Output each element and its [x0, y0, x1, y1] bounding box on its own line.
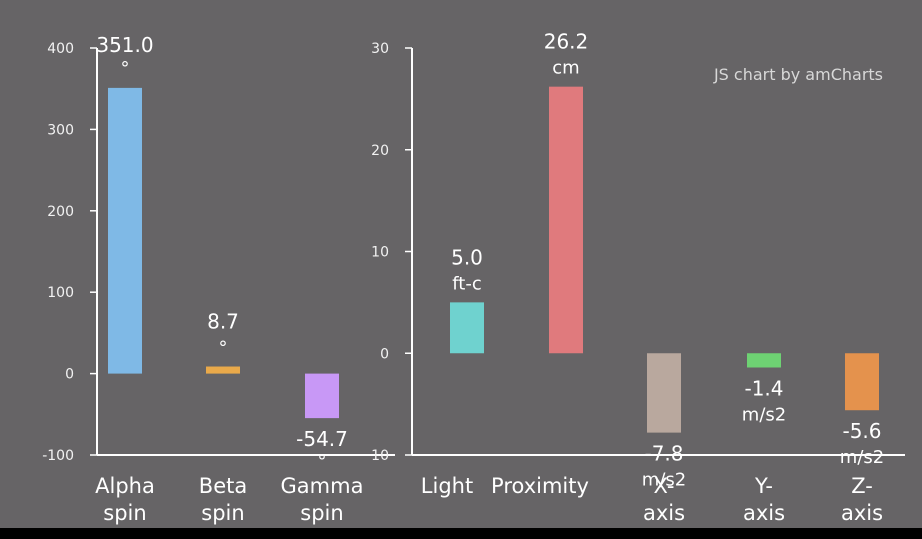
bar: [108, 87, 142, 374]
unit-label: °: [219, 338, 228, 359]
category-label: Proximity: [491, 474, 589, 498]
bars-layer: [108, 86, 879, 433]
bar: [305, 373, 339, 419]
labels-layer: 351.0°8.7°-54.7°AlphaspinBetaspinGammasp…: [95, 30, 884, 525]
category-label: spin: [300, 501, 343, 525]
y-tick-label: 30: [371, 41, 389, 57]
category-label: axis: [643, 501, 685, 525]
data-label: 26.2: [544, 30, 589, 54]
category-label: spin: [201, 501, 244, 525]
unit-label: °: [318, 451, 327, 472]
y-tick-label: 10: [371, 448, 389, 464]
category-label: Y-: [754, 474, 773, 498]
category-label: axis: [743, 501, 785, 525]
bar: [845, 353, 879, 411]
unit-label: cm: [552, 58, 579, 79]
unit-label: m/s2: [840, 447, 884, 468]
data-label: 351.0: [96, 33, 153, 57]
y-tick-label: 0: [65, 367, 74, 383]
y-tick-label: 300: [47, 122, 74, 138]
category-label: Gamma: [281, 474, 364, 498]
bar: [206, 366, 240, 374]
data-label: -7.8: [644, 442, 683, 466]
category-label: spin: [103, 501, 146, 525]
data-label: -54.7: [296, 427, 348, 451]
category-label: Beta: [199, 474, 247, 498]
category-label: Alpha: [95, 474, 155, 498]
bar: [647, 353, 681, 433]
y-tick-label: -100: [42, 448, 74, 464]
unit-label: m/s2: [742, 404, 786, 425]
category-label: Z-: [851, 474, 873, 498]
category-label: Light: [421, 474, 473, 498]
y-tick-label: 200: [47, 204, 74, 220]
bottom-strip: [0, 528, 922, 535]
bar: [747, 353, 781, 368]
data-label: -1.4: [744, 376, 783, 400]
y-tick-label: 400: [47, 41, 74, 57]
category-label: X-: [654, 474, 675, 498]
data-label: 5.0: [451, 245, 483, 269]
category-label: axis: [841, 501, 883, 525]
y-tick-label: 0: [380, 346, 389, 362]
y-tick-label: 100: [47, 285, 74, 301]
unit-label: ft-c: [452, 273, 481, 294]
data-label: 8.7: [207, 310, 239, 334]
bar: [450, 302, 484, 354]
bar: [549, 86, 583, 354]
y-tick-label: 20: [371, 143, 389, 159]
unit-label: m/s2: [642, 470, 686, 491]
data-label: -5.6: [842, 419, 881, 443]
amcharts-credit[interactable]: JS chart by amCharts: [713, 65, 883, 84]
y-tick-label: 10: [371, 245, 389, 261]
unit-label: °: [121, 58, 130, 79]
